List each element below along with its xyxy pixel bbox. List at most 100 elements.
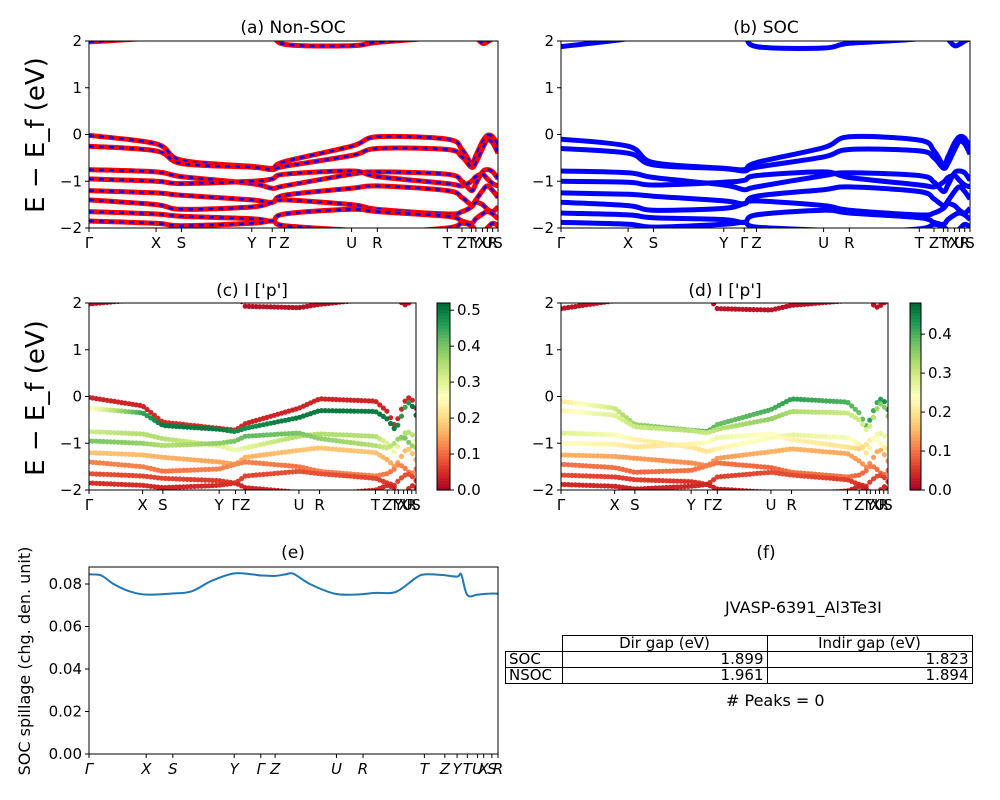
y-tick-label: 1 [544,79,554,97]
colorbar-segment [910,321,921,326]
band-point [624,294,629,299]
x-tick-label: T [370,496,381,514]
band-line-7 [561,207,970,227]
colorbar-segment [910,312,921,317]
band-point [192,287,197,292]
x-tick-label: T [466,234,477,252]
band-point [377,402,383,408]
colorbar-segment [910,465,921,469]
colorbar-segment [910,371,921,376]
y-tick-label: 1 [72,341,82,359]
colorbar-segment [910,405,921,410]
band-point [318,431,325,437]
band-point [308,491,313,496]
band-dash-8 [89,219,498,228]
band-point [594,453,600,459]
band-line-3 [561,168,970,195]
band-point [831,303,836,305]
x-tick-label: S [630,496,640,514]
band-point [286,431,292,437]
band-point [638,444,644,450]
band-point [562,472,568,478]
band-point [195,287,200,292]
band-point [856,417,862,423]
colorbar-tick-label: 0.4 [928,325,952,343]
band-line-0 [561,41,970,51]
y-tick-label: 0 [544,126,554,144]
colorbar-segment [910,368,921,373]
x-tick-label: Y [246,234,257,252]
band-point [576,441,582,447]
band-point [203,287,208,292]
band-point [177,484,183,490]
band-point [264,304,270,310]
band-point [398,453,405,459]
band-point [209,426,216,432]
x-tick-label: Γ [85,496,94,514]
band-point [188,476,194,483]
band-point [111,472,117,478]
colorbar-segment [437,306,450,310]
x-tick-label: Γ [85,760,95,778]
panel-a-title: (a) Non-SOC [240,18,345,38]
band-point [867,445,873,451]
band-point [100,429,107,435]
band-point [780,491,785,496]
band-point [384,408,390,414]
band-point [166,289,171,294]
band-point [329,431,335,437]
x-tick-label: U [765,496,776,514]
band-point [638,477,644,483]
band-point [681,427,688,433]
colorbar-segment [910,455,921,460]
band-point [388,460,394,466]
x-tick-label: U [402,496,413,514]
band-point [373,295,378,300]
band-point [166,423,172,429]
band-point [122,451,128,457]
band-point [333,303,339,306]
x-tick-label: Γ [85,234,94,252]
band-point [638,424,644,430]
band-point [275,431,281,437]
peaks-count: # Peaks = 0 [726,691,825,710]
band-point [823,409,829,415]
band-point [594,303,600,306]
band-point [562,452,568,458]
band-point [100,471,107,477]
band-point [711,477,717,483]
band-point [133,473,139,479]
x-tick-label: X [870,496,880,514]
band-point [406,471,412,477]
colorbar-segment [910,474,921,479]
colorbar-segment [437,483,450,488]
band-point [736,306,742,312]
band-point [747,306,753,313]
x-tick-label: Z [929,234,939,252]
band-point [122,472,128,478]
band-point [130,298,135,303]
x-tick-label: R [487,234,497,252]
band-point [199,457,205,464]
x-tick-label: Γ [268,234,277,252]
band-point [209,440,216,447]
band-point [885,479,888,485]
x-tick-label: T [442,234,453,252]
band-point [137,297,142,302]
y-tick-label: 0 [544,388,554,406]
colorbar-segment [910,352,921,357]
band-point [111,481,117,487]
band-point [671,289,676,294]
x-tick-label: R [358,760,368,778]
band-point [751,488,756,490]
band-point [344,408,350,414]
band-point [402,465,408,471]
band-point [413,478,416,484]
colorbar-segment [910,408,921,413]
band-point [253,304,259,310]
band-point [802,491,807,496]
band-point [413,445,416,451]
band-point [337,490,342,495]
band-point [583,453,590,459]
band-point [572,472,579,479]
